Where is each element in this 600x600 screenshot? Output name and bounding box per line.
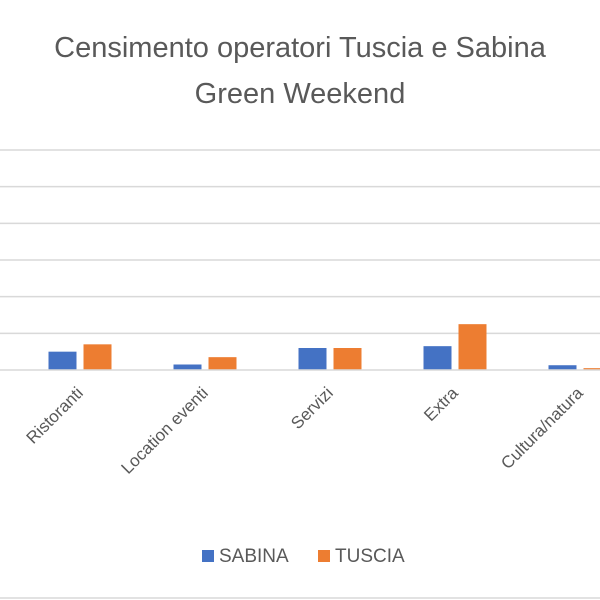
bar-tuscia-3 xyxy=(458,324,487,370)
legend-label-sabina: SABINA xyxy=(219,546,289,567)
bar-tuscia-2 xyxy=(333,348,362,370)
x-tick-label: Location eventi xyxy=(118,383,212,477)
bar-sabina-4 xyxy=(548,365,577,370)
chart-title-line-2: Green Weekend xyxy=(195,78,406,110)
chart-title-line-1: Censimento operatori Tuscia e Sabina xyxy=(54,32,547,64)
bar-sabina-1 xyxy=(173,364,202,370)
bars xyxy=(48,324,600,370)
legend-swatch-tuscia xyxy=(318,550,330,562)
x-tick-label: Servizi xyxy=(287,383,337,433)
legend-label-tuscia: TUSCIA xyxy=(335,546,405,567)
bar-tuscia-0 xyxy=(83,344,112,370)
bar-sabina-2 xyxy=(298,348,327,370)
x-tick-label: Cultura/natura xyxy=(497,383,587,473)
x-tick-label: Ristoranti xyxy=(23,383,87,447)
bar-sabina-3 xyxy=(423,346,452,370)
gridlines xyxy=(0,149,600,335)
x-tick-label: Extra xyxy=(420,383,462,425)
bar-tuscia-4 xyxy=(583,368,600,370)
bar-sabina-0 xyxy=(48,351,77,370)
chart-title: Censimento operatori Tuscia e Sabina Gre… xyxy=(54,32,547,110)
x-tick-labels: Ristoranti Location eventi Servizi Extra Cul… xyxy=(23,383,588,478)
legend: SABINA TUSCIA xyxy=(202,546,405,567)
bar-tuscia-1 xyxy=(208,357,237,370)
legend-swatch-sabina xyxy=(202,550,214,562)
